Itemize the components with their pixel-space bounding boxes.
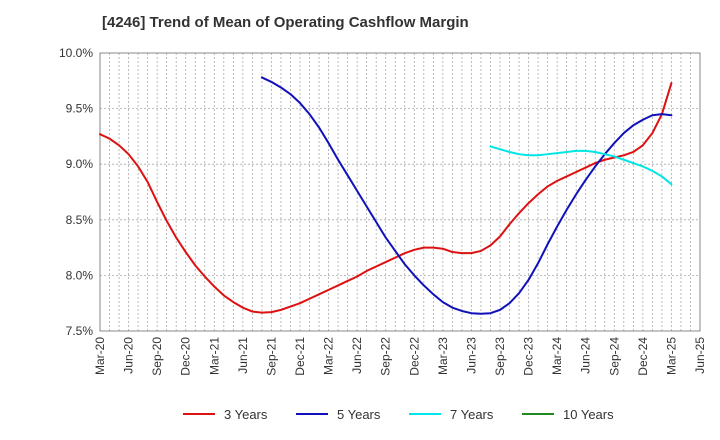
legend-label: 5 Years bbox=[337, 407, 381, 422]
x-tick-label: Mar-25 bbox=[664, 337, 678, 375]
y-tick-label: 8.0% bbox=[66, 268, 94, 282]
x-tick-label: Dec-24 bbox=[636, 337, 650, 376]
chart-title: [4246] Trend of Mean of Operating Cashfl… bbox=[102, 14, 469, 31]
y-tick-label: 7.5% bbox=[66, 324, 94, 338]
x-tick-label: Sep-24 bbox=[607, 337, 621, 376]
legend-label: 3 Years bbox=[224, 407, 268, 422]
y-tick-label: 9.5% bbox=[66, 102, 94, 116]
x-tick-label: Mar-24 bbox=[550, 337, 564, 375]
series-layer bbox=[99, 76, 673, 315]
x-tick-label: Jun-25 bbox=[693, 337, 707, 374]
series-line-7-years bbox=[489, 145, 673, 186]
x-tick-label: Mar-20 bbox=[93, 337, 107, 375]
x-tick-label: Jun-24 bbox=[579, 337, 593, 374]
x-tick-label: Mar-23 bbox=[436, 337, 450, 375]
legend-label: 7 Years bbox=[450, 407, 494, 422]
x-tick-label: Jun-22 bbox=[350, 337, 364, 374]
plot-frame bbox=[99, 52, 701, 332]
x-tick-label: Mar-21 bbox=[207, 337, 221, 375]
legend-label: 10 Years bbox=[563, 407, 614, 422]
y-tick-label: 8.5% bbox=[66, 213, 94, 227]
x-tick-label: Mar-22 bbox=[322, 337, 336, 375]
x-tick-label: Sep-20 bbox=[150, 337, 164, 376]
x-tick-label: Jun-23 bbox=[464, 337, 478, 374]
x-tick-label: Dec-20 bbox=[179, 337, 193, 376]
x-tick-label: Sep-21 bbox=[264, 337, 278, 376]
legend: 3 Years 5 Years 7 Years 10 Years bbox=[183, 407, 614, 422]
x-tick-label: Dec-22 bbox=[407, 337, 421, 376]
x-tick-label: Sep-22 bbox=[379, 337, 393, 376]
y-tick-label: 9.0% bbox=[66, 157, 94, 171]
y-tick-label: 10.0% bbox=[59, 46, 93, 60]
series-line-5-years bbox=[260, 76, 673, 315]
plot-background bbox=[100, 53, 700, 331]
x-tick-label: Dec-21 bbox=[293, 337, 307, 376]
axis-layer: 7.5% 8.0% 8.5% 9.0% 9.5% 10.0% Mar-20 Jun-20 Sep… bbox=[59, 46, 707, 376]
x-tick-label: Sep-23 bbox=[493, 337, 507, 376]
x-tick-label: Jun-21 bbox=[236, 337, 250, 374]
series-line-3-years bbox=[99, 82, 673, 314]
x-tick-label: Jun-20 bbox=[122, 337, 136, 374]
x-tick-label: Dec-23 bbox=[522, 337, 536, 376]
